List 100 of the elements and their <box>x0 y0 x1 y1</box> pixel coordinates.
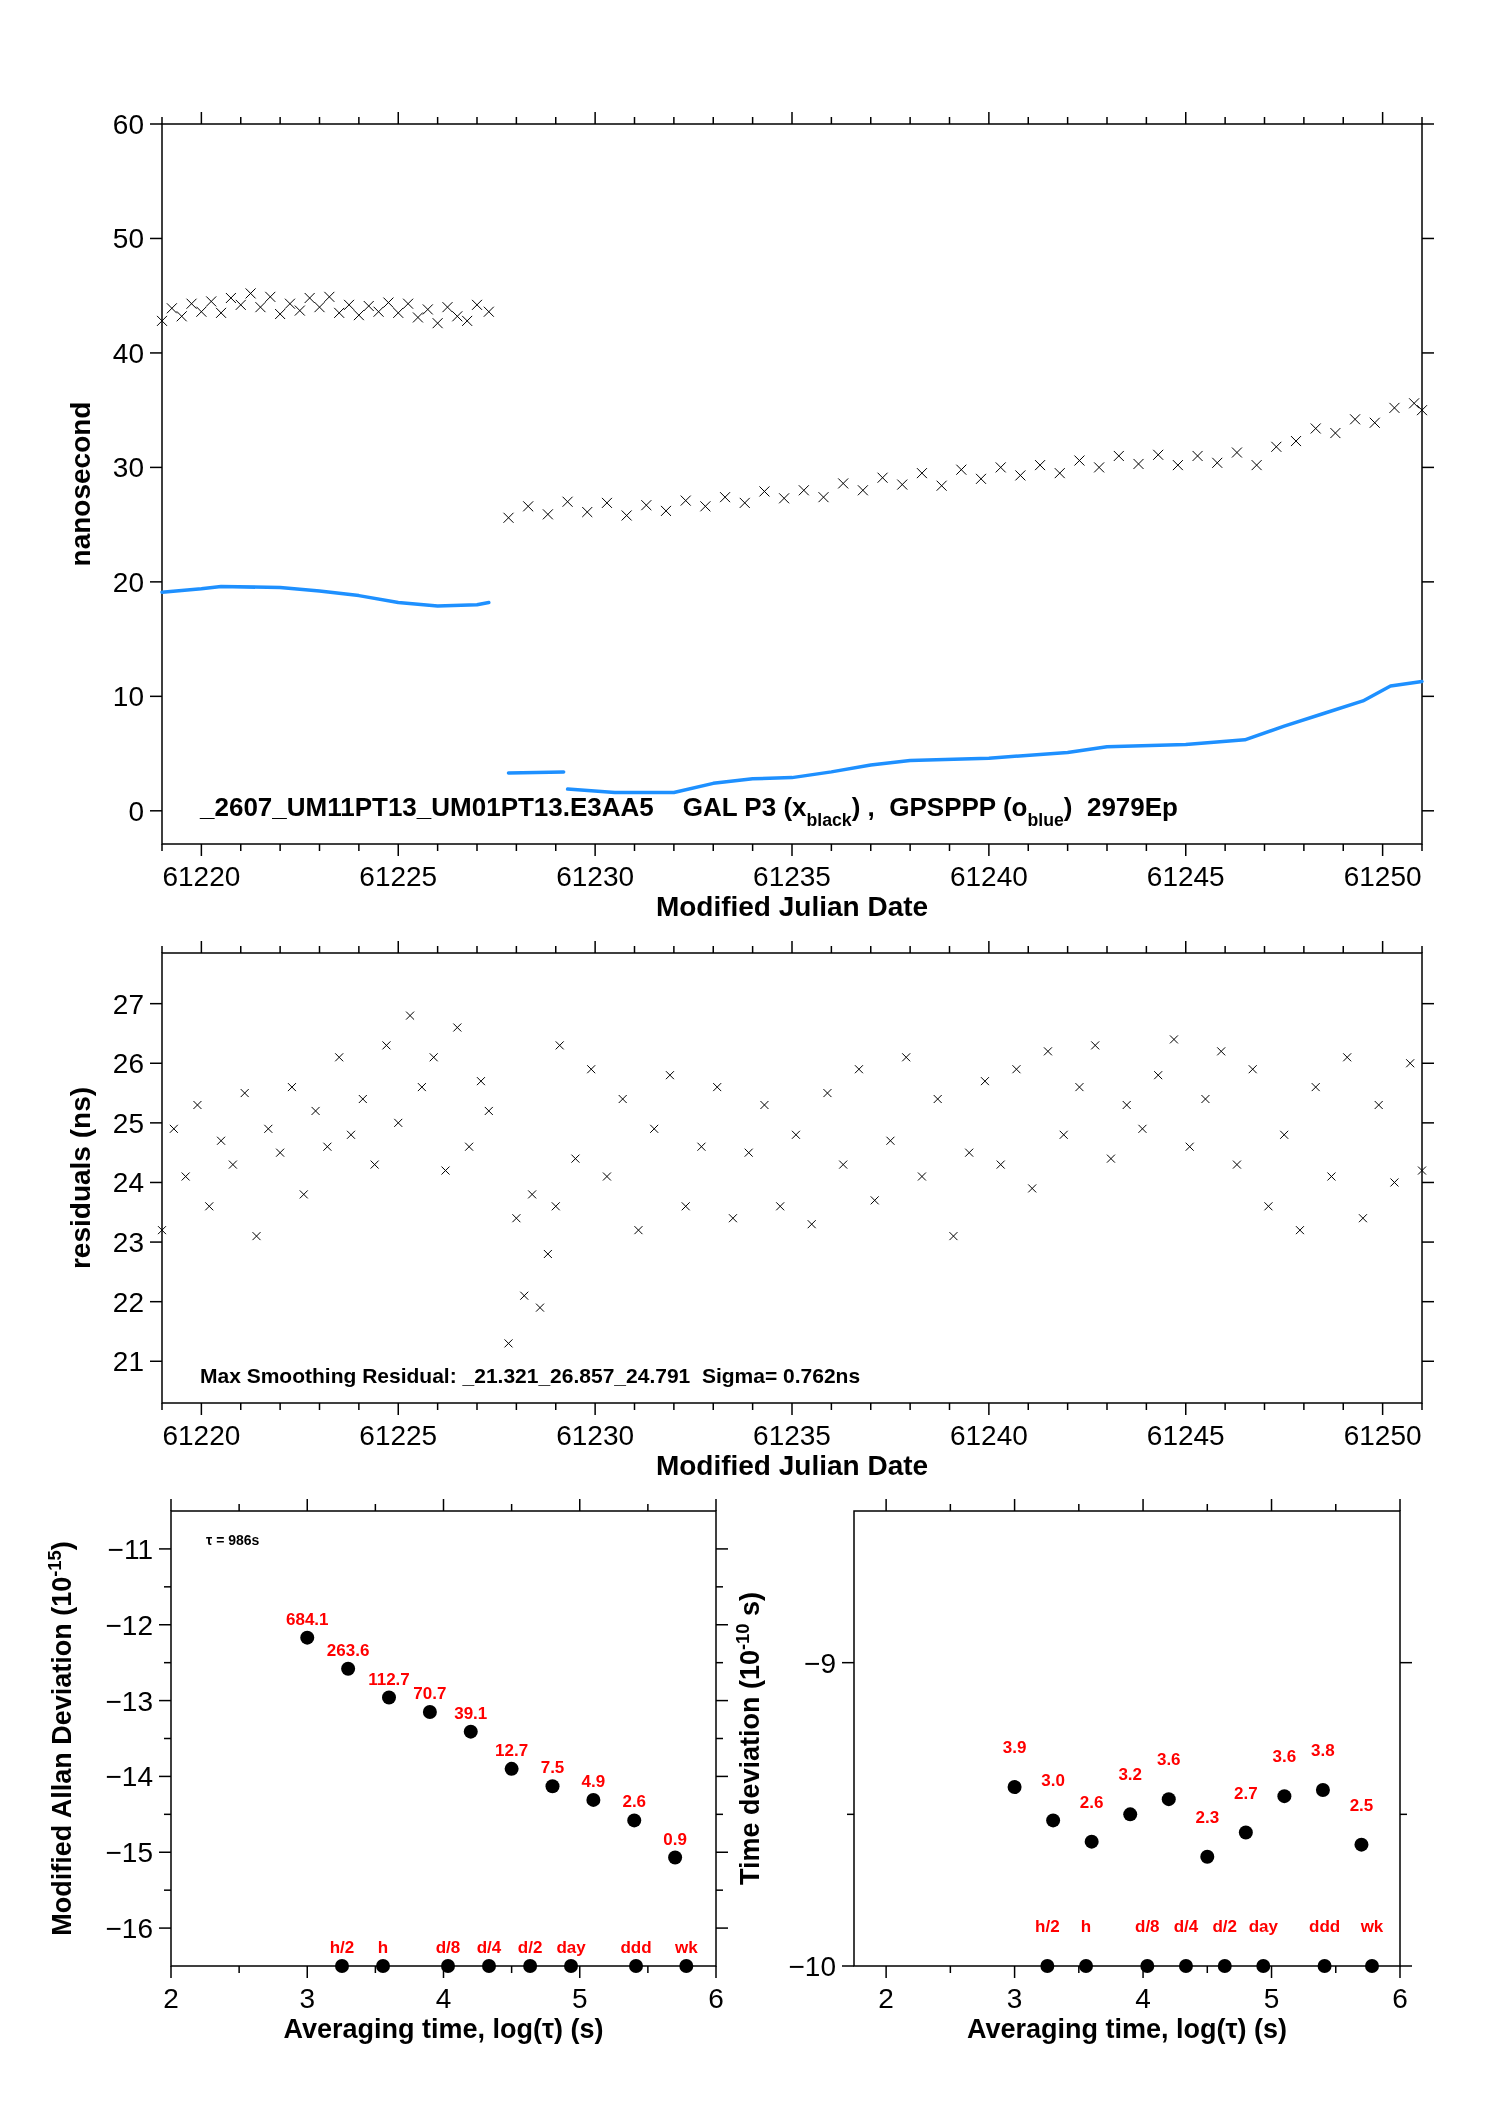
annotation: 684.1 <box>285 1609 329 1629</box>
annotation: ddd <box>620 1938 652 1957</box>
annotation: 3.9 <box>1002 1738 1027 1758</box>
point <box>300 1630 315 1645</box>
annotation: d/4 <box>476 1938 502 1957</box>
y-tick-label: 40 <box>112 337 144 369</box>
annotation: wk <box>673 1938 699 1957</box>
x-tick-label: 2 <box>163 1983 179 2014</box>
annotation: 0.9 <box>663 1829 687 1849</box>
y-tick-label: 27 <box>112 988 144 1020</box>
x-tick-label: 6 <box>708 1983 724 2014</box>
x-axis-title: Averaging time, log(τ) (s) <box>966 2014 1288 2044</box>
annotation: day <box>556 1938 587 1957</box>
point <box>1123 1807 1138 1822</box>
annotation: 12.7 <box>495 1740 529 1760</box>
annotation: 3.0 <box>1041 1771 1065 1791</box>
x-axis-title: Modified Julian Date <box>655 891 929 922</box>
point <box>1007 1780 1022 1795</box>
point <box>441 1959 455 1973</box>
y-tick-label: 26 <box>112 1048 144 1080</box>
annotation: 39.1 <box>454 1703 488 1723</box>
annotation: wk <box>1359 1917 1384 1936</box>
x-tick-label: 6 <box>1392 1983 1408 2014</box>
x-tick-label: 61245 <box>1146 861 1225 892</box>
x-tick-label: 61240 <box>949 861 1028 892</box>
point <box>1354 1837 1369 1852</box>
point <box>1364 1959 1379 1973</box>
point <box>334 1959 349 1973</box>
x-tick-label: 61250 <box>1343 1420 1422 1451</box>
point <box>1200 1849 1215 1864</box>
annotation: day <box>1248 1917 1279 1936</box>
point <box>1079 1959 1094 1973</box>
x-tick-label: 61230 <box>556 1420 635 1451</box>
annotation: d/4 <box>1173 1917 1199 1936</box>
x-tick-label: 3 <box>299 1983 316 2014</box>
point <box>668 1850 683 1865</box>
point <box>1256 1959 1271 1973</box>
y-tick-label: 23 <box>112 1227 144 1259</box>
y-tick-label: −12 <box>105 1609 153 1641</box>
x-tick-label: 5 <box>1263 1983 1280 2014</box>
y-tick-label: 0 <box>128 795 144 827</box>
y-tick-label: 60 <box>112 109 144 140</box>
point <box>679 1959 694 1973</box>
point <box>422 1704 437 1719</box>
point <box>1315 1783 1330 1798</box>
x-tick-label: 61240 <box>949 1420 1028 1451</box>
x-tick-label: 61220 <box>162 1420 241 1451</box>
annotation: 2.6 <box>1079 1792 1104 1812</box>
y-tick-label: 25 <box>112 1107 144 1139</box>
annotation: 2.3 <box>1195 1807 1220 1827</box>
y-tick-label: 24 <box>112 1167 144 1199</box>
point <box>1040 1959 1055 1973</box>
x-axis-title: Modified Julian Date <box>655 1450 929 1481</box>
annotation: 112.7 <box>368 1669 410 1689</box>
y-axis-title: residuals (ns) <box>65 1086 96 1270</box>
annotation: 263.6 <box>326 1640 370 1660</box>
point <box>1178 1959 1193 1973</box>
annotation: 4.9 <box>581 1771 606 1791</box>
point <box>376 1959 391 1973</box>
x-tick-label: 5 <box>571 1983 588 2014</box>
x-tick-label: 61250 <box>1343 861 1422 892</box>
point <box>1277 1789 1292 1804</box>
annotation: 70.7 <box>413 1683 447 1703</box>
y-tick-label: −16 <box>105 1913 153 1945</box>
annotation: _2607_UM11PT13_UM01PT13.E3AA5 GAL P3 (x$_{black}$) , GPSPPP (o$_{blue}$) 2979Ep <box>199 792 1178 830</box>
y-tick-label: 20 <box>112 566 144 598</box>
x-axis-title: Averaging time, log(τ) (s) <box>283 2014 604 2044</box>
y-tick-label: 30 <box>112 452 144 484</box>
y-tick-label: 22 <box>112 1286 144 1318</box>
x-tick-label: 4 <box>1135 1983 1151 2014</box>
x-tick-label: 61220 <box>162 861 241 892</box>
y-tick-label: 21 <box>112 1346 144 1378</box>
y-axis-title: nanosecond <box>65 401 96 567</box>
x-tick-label: 61245 <box>1146 1420 1225 1451</box>
annotation: Max Smoothing Residual: _21.321_26.857_24.791 Sigma= 0.762ns <box>200 1364 861 1387</box>
annotation: ddd <box>1309 1917 1341 1936</box>
point <box>1317 1959 1332 1973</box>
point <box>1238 1825 1253 1840</box>
annotation: 3.8 <box>1311 1741 1335 1761</box>
x-tick-label: 61235 <box>753 861 831 892</box>
y-tick-label: −15 <box>105 1837 153 1869</box>
annotation: 2.5 <box>1349 1795 1374 1815</box>
annotation: 2.7 <box>1234 1783 1258 1803</box>
y-tick-label: −13 <box>105 1685 153 1717</box>
annotation: d/8 <box>435 1938 461 1957</box>
annotation: h <box>1080 1917 1092 1936</box>
point <box>1046 1813 1061 1828</box>
x-tick-label: 61225 <box>359 1420 438 1451</box>
point <box>586 1792 601 1807</box>
annotation: 7.5 <box>540 1758 565 1778</box>
annotation: 2.6 <box>622 1792 647 1812</box>
annotation: d/2 <box>517 1938 543 1957</box>
point <box>482 1959 497 1973</box>
x-tick-label: 3 <box>1006 1983 1023 2014</box>
annotation: 3.6 <box>1272 1747 1297 1767</box>
annotation: 3.2 <box>1118 1765 1143 1785</box>
point <box>382 1690 396 1705</box>
x-tick-label: 61230 <box>556 861 635 892</box>
point <box>1217 1959 1232 1973</box>
point <box>504 1761 519 1776</box>
